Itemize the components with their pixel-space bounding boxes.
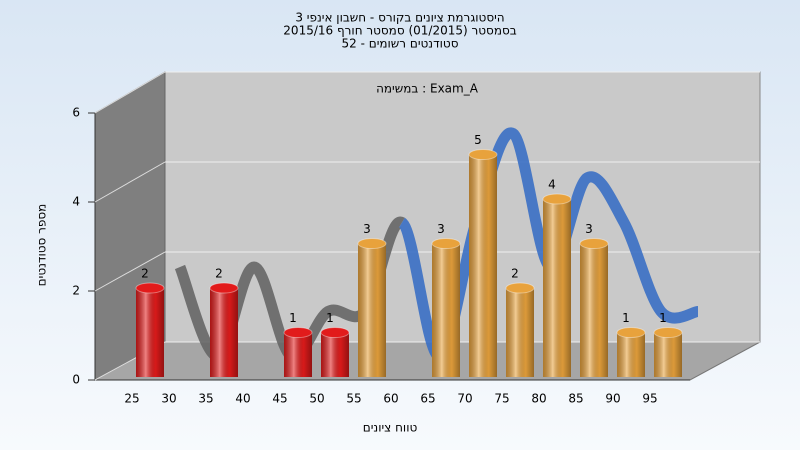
data-label: 1 [289,311,297,325]
bar-cap [653,327,683,338]
bar-cap [505,282,535,294]
bar-shade [321,332,349,377]
bar-cap [616,327,646,338]
y-tick-label: 2 [72,284,80,298]
x-tick-label: 30 [161,392,176,406]
bar-shade [284,332,312,377]
data-label: 4 [548,178,556,192]
x-tick-label: 80 [531,392,546,406]
y-axis-label: מספר סטודנטים [35,204,49,287]
x-tick-label: 75 [494,392,509,406]
x-tick-label: 55 [346,392,361,406]
x-tick-label: 45 [272,392,287,406]
bar-cap [283,327,313,338]
bar-cap [357,238,387,249]
bar-shade [506,288,534,377]
x-tick-label: 50 [309,392,324,406]
x-tick-label: 85 [568,392,583,406]
x-tick-label: 60 [383,392,398,406]
x-tick-label: 35 [198,392,213,406]
bar-cap [431,238,461,249]
title: סטודנטים רשומים - 52 [341,37,458,51]
bar-shade [432,243,460,377]
data-label: 1 [622,311,630,325]
subtitle: במשימה : Exam_A [376,82,479,96]
title: היסטוגרמת ציונים בקורס - חשבון אינפי 3 [295,11,504,25]
title: בסמסטר (01/2015) סמסטר חורף 2015/16 [283,24,516,38]
grid-line [94,161,166,203]
bar-shade [136,288,164,377]
x-tick-label: 25 [124,392,139,406]
data-label: 3 [585,222,593,236]
bar-shade [469,154,497,377]
grid-line [94,251,166,292]
bar-cap [468,149,498,160]
x-tick-label: 70 [457,392,472,406]
x-tick-label: 65 [420,392,435,406]
data-label: 2 [141,267,149,281]
bar-shade [654,332,682,377]
bar-shade [617,332,645,377]
y-tick-label: 4 [72,195,80,209]
bar-cap [542,193,572,205]
bar-shade [543,199,571,377]
data-label: 2 [511,267,519,281]
bar-cap [135,282,165,294]
data-label: 1 [326,311,334,325]
data-label: 5 [474,133,482,147]
x-tick-label: 40 [235,392,250,406]
bar-shade [358,243,386,377]
data-label: 1 [659,311,667,325]
data-label: 3 [437,222,445,236]
data-label: 3 [363,222,371,236]
bar-shade [210,288,238,377]
x-tick-label: 95 [642,392,657,406]
y-tick-label: 6 [72,106,80,120]
x-axis-label: טווח ציונים [363,421,418,435]
grid-line [94,71,166,114]
bar-cap [320,327,350,338]
y-tick-label: 0 [72,373,80,387]
bar-cap [209,282,239,294]
data-label: 2 [215,267,223,281]
x-tick-label: 90 [605,392,620,406]
bar-cap [579,238,609,249]
bar-shade [580,243,608,377]
